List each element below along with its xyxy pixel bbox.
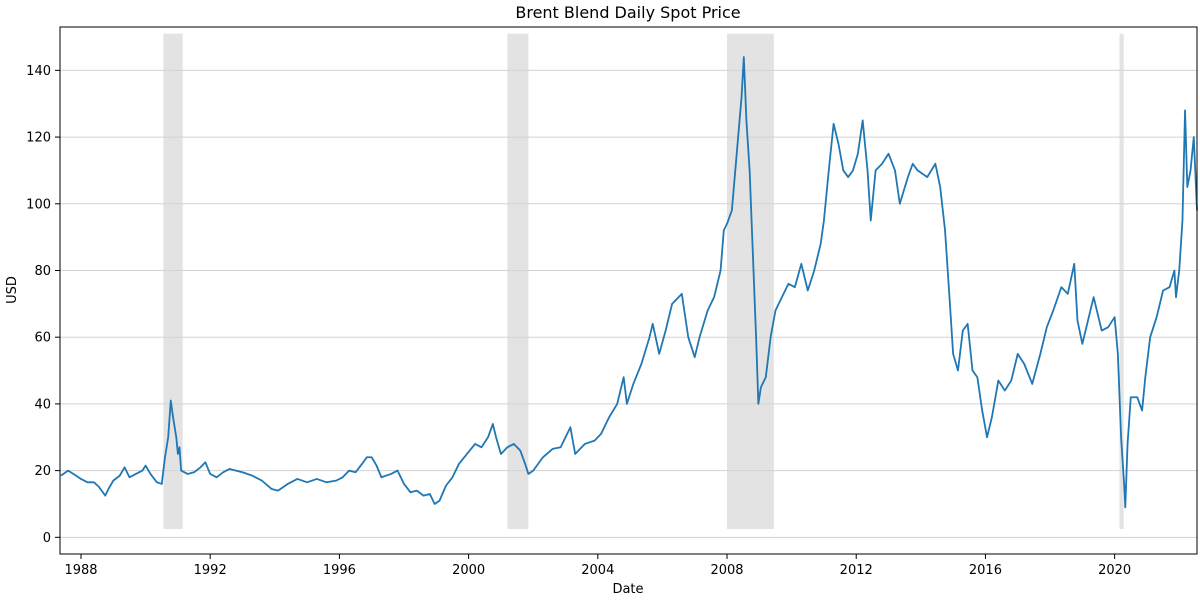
chart-title: Brent Blend Daily Spot Price bbox=[515, 3, 740, 22]
shaded-band-recession-2008 bbox=[727, 33, 774, 529]
y-tick-label-20: 20 bbox=[34, 464, 51, 479]
x-tick-label-1992: 1992 bbox=[194, 563, 227, 578]
x-tick-label-2020: 2020 bbox=[1098, 563, 1131, 578]
shaded-band-recession-1990 bbox=[163, 33, 183, 529]
gridlines bbox=[60, 69, 1197, 538]
shaded-periods bbox=[163, 33, 1124, 529]
x-tick-label-1988: 1988 bbox=[64, 563, 97, 578]
x-tick-label-2012: 2012 bbox=[840, 563, 873, 578]
y-tick-label-140: 140 bbox=[26, 64, 51, 79]
shaded-band-recession-2001 bbox=[507, 33, 529, 529]
x-axis-label: Date bbox=[612, 582, 643, 597]
y-tick-label-60: 60 bbox=[34, 331, 51, 346]
series-group bbox=[60, 56, 1198, 509]
x-tick-label-1996: 1996 bbox=[323, 563, 356, 578]
plot-frame bbox=[59, 26, 1198, 555]
y-axis: 0 20 40 60 80 100 120 140 bbox=[26, 64, 60, 546]
shaded-band-recession-2020 bbox=[1119, 33, 1124, 529]
x-tick-label-2008: 2008 bbox=[710, 563, 743, 578]
x-tick-label-2004: 2004 bbox=[581, 563, 614, 578]
x-axis: 1988 1992 1996 2000 2004 2008 2012 2016 2020 bbox=[64, 554, 1131, 578]
y-tick-label-40: 40 bbox=[34, 397, 51, 412]
y-tick-label-80: 80 bbox=[34, 264, 51, 279]
series-line-brent bbox=[60, 56, 1198, 509]
y-axis-label: USD bbox=[5, 276, 20, 304]
x-tick-label-2000: 2000 bbox=[452, 563, 485, 578]
y-tick-label-100: 100 bbox=[26, 197, 51, 212]
y-tick-label-120: 120 bbox=[26, 131, 51, 146]
y-tick-label-0: 0 bbox=[43, 531, 51, 546]
x-tick-label-2016: 2016 bbox=[969, 563, 1002, 578]
